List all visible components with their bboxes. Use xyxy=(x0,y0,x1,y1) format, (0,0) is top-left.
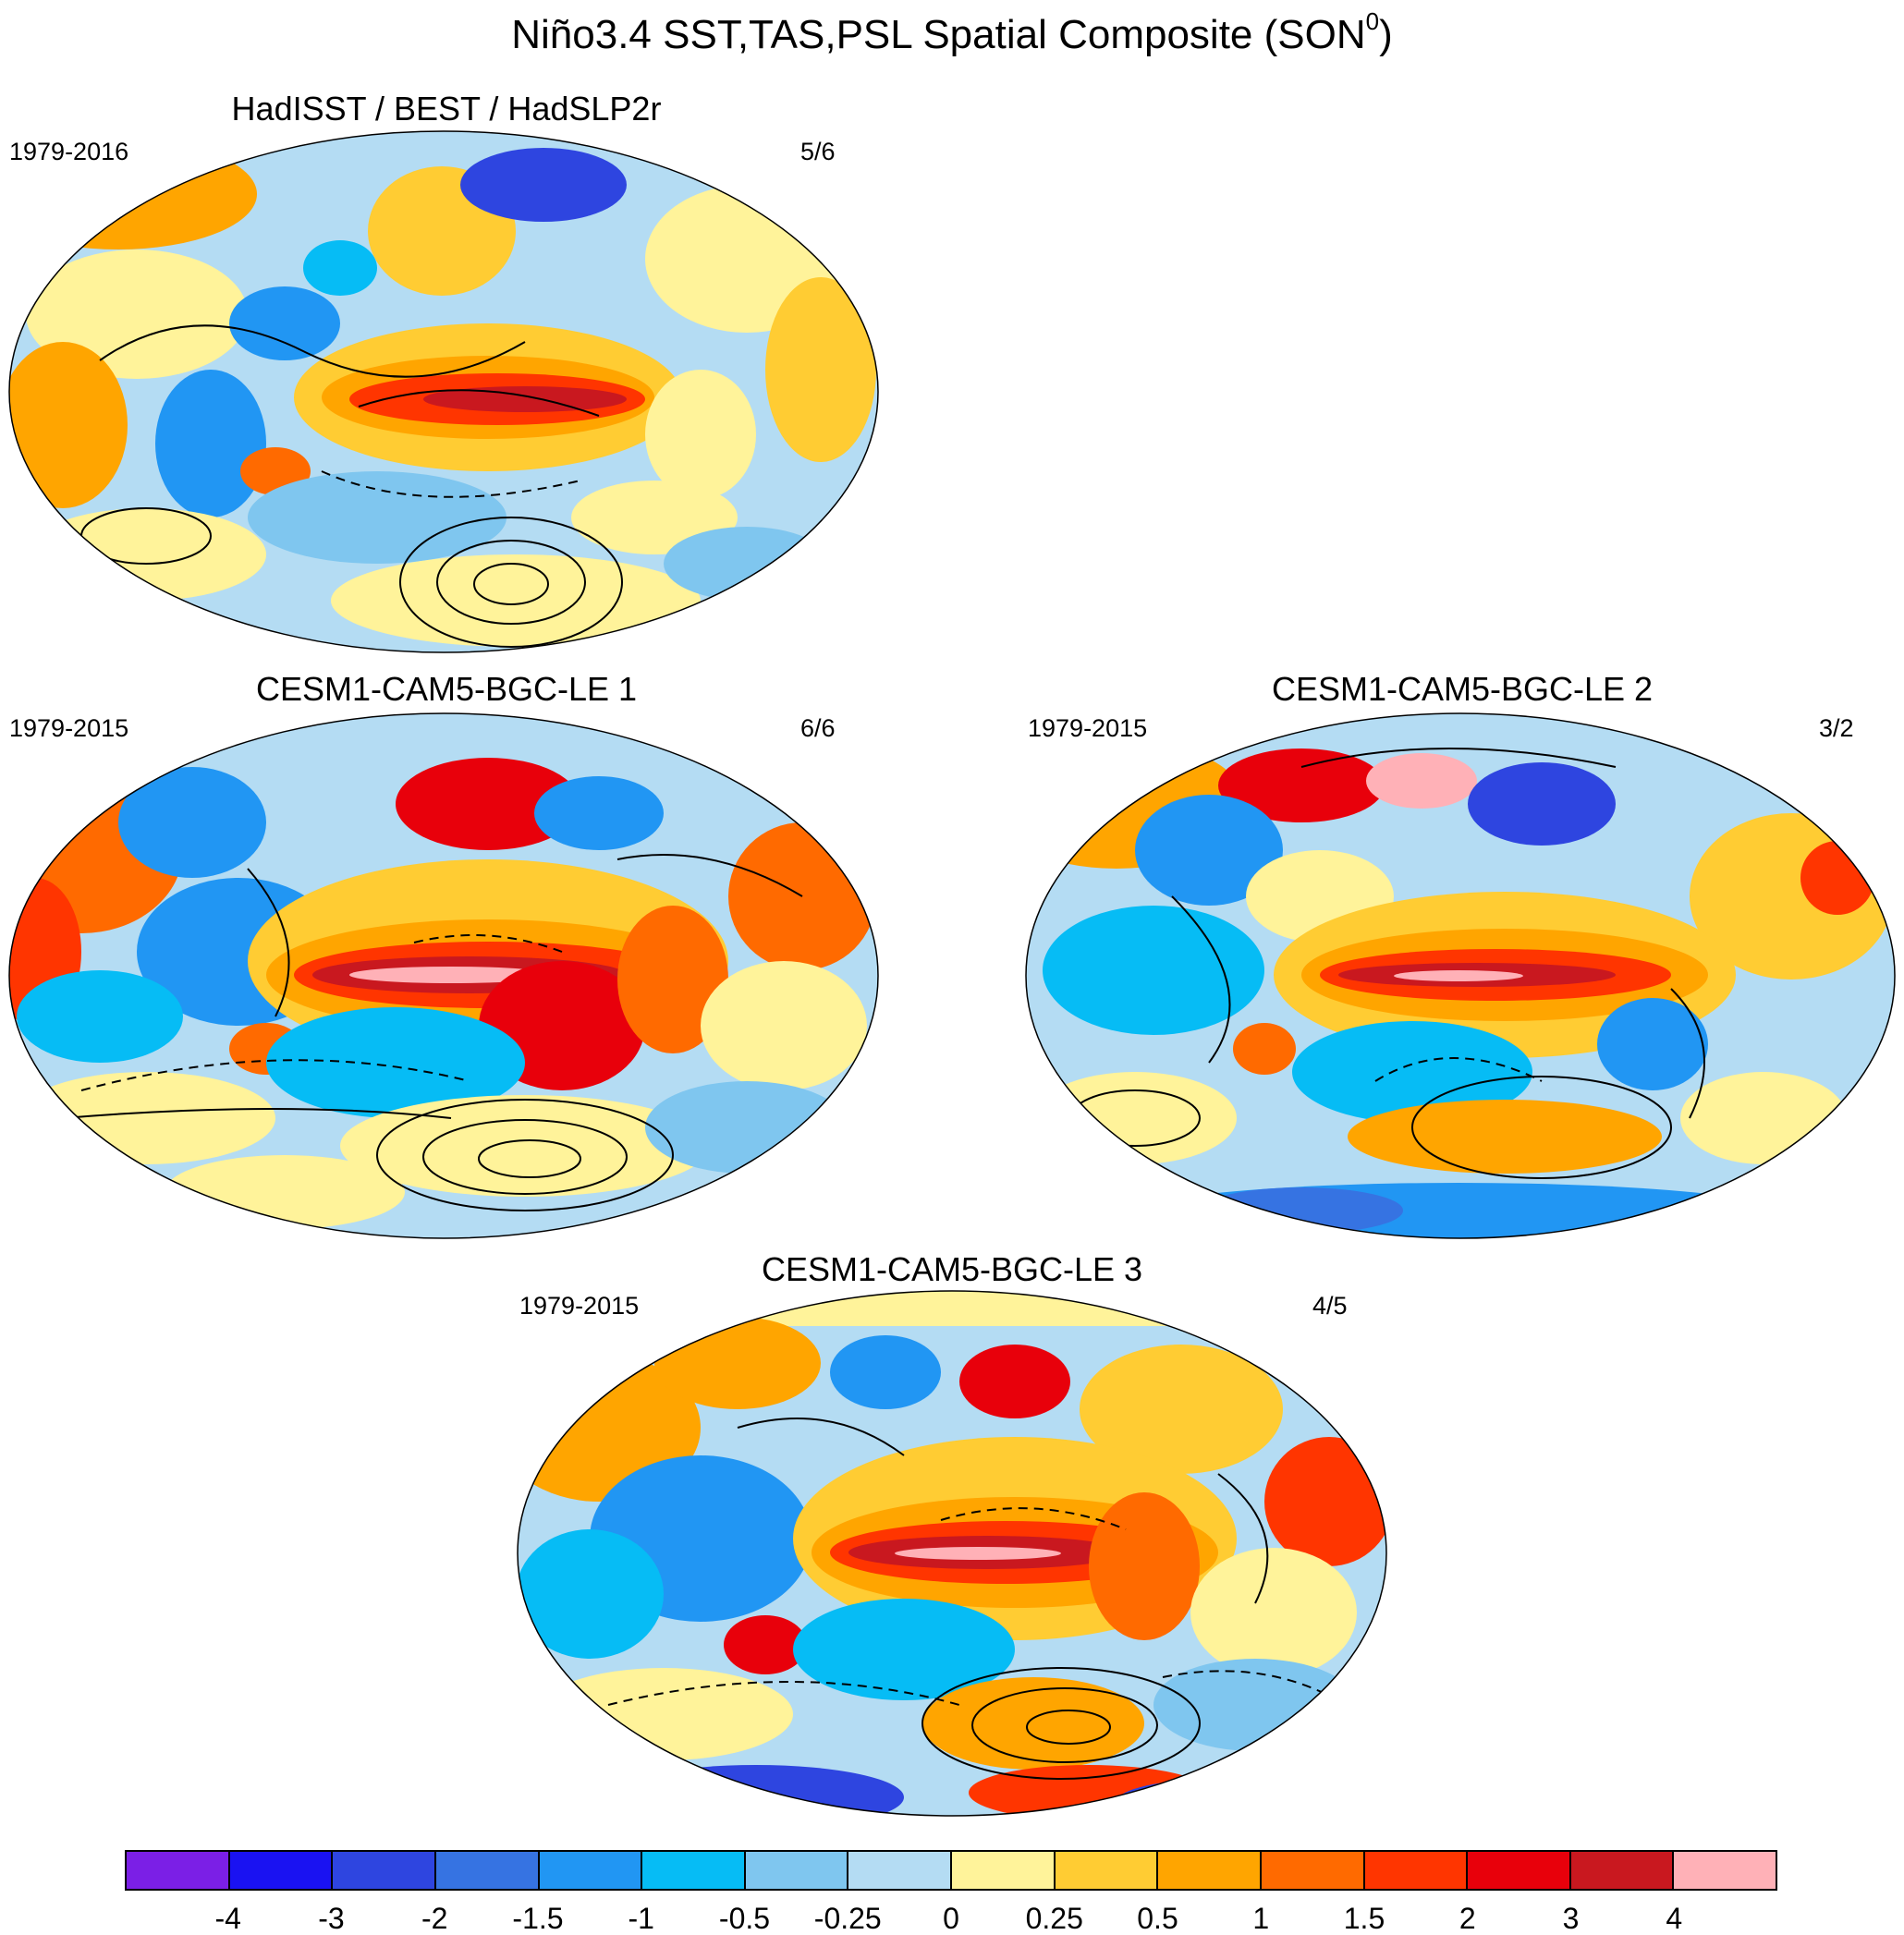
colorbar-box xyxy=(1674,1852,1776,1889)
colorbar-box xyxy=(848,1852,952,1889)
colorbar-box xyxy=(1468,1852,1571,1889)
colorbar-box xyxy=(1055,1852,1159,1889)
panel-title-le2: CESM1-CAM5-BGC-LE 2 xyxy=(1271,670,1654,708)
colorbar-box xyxy=(229,1852,334,1889)
figure-title: Niño3.4 SST,TAS,PSL Spatial Composite (S… xyxy=(511,7,1393,57)
colorbar-box xyxy=(1570,1852,1675,1889)
panel-period-le2: 1979-2015 xyxy=(1028,714,1148,742)
colorbar-box xyxy=(642,1852,746,1889)
colorbar-tick-label: 0 xyxy=(943,1902,959,1935)
panel-count-le1: 6/6 xyxy=(800,714,836,742)
colorbar-box xyxy=(127,1852,230,1889)
colorbar-box xyxy=(1158,1852,1262,1889)
colorbar-tick-label: -0.25 xyxy=(813,1902,882,1935)
panel-count-le3: 4/5 xyxy=(1312,1292,1348,1320)
panel-period-le1: 1979-2015 xyxy=(9,714,129,742)
colorbar-box xyxy=(952,1852,1056,1889)
colorbar-tick-label: 0.25 xyxy=(1025,1902,1083,1935)
colorbar-tick-label: 1 xyxy=(1252,1902,1270,1935)
colorbar-box xyxy=(745,1852,849,1889)
panel-title-le3: CESM1-CAM5-BGC-LE 3 xyxy=(761,1250,1143,1288)
colorbar-tick-label: 2 xyxy=(1459,1902,1476,1935)
colorbar-tick-label: -1.5 xyxy=(512,1902,564,1935)
panel-period-le3: 1979-2015 xyxy=(519,1292,640,1320)
panel-count-le2: 3/2 xyxy=(1819,714,1854,742)
map-le3 xyxy=(516,1289,1388,1818)
colorbar-box xyxy=(1261,1852,1365,1889)
colorbar-box xyxy=(1364,1852,1469,1889)
colorbar-box xyxy=(539,1852,643,1889)
colorbar-tick-label: -3 xyxy=(318,1902,345,1935)
colorbar-box xyxy=(333,1852,436,1889)
colorbar-tick-label: 3 xyxy=(1562,1902,1580,1935)
panel-title-le1: CESM1-CAM5-BGC-LE 1 xyxy=(255,670,638,708)
map-le1 xyxy=(7,712,880,1240)
panel-count-obs: 5/6 xyxy=(800,138,836,165)
colorbar-box xyxy=(435,1852,540,1889)
panel-title-obs: HadISST / BEST / HadSLP2r xyxy=(231,90,662,128)
colorbar-tick-label: 0.5 xyxy=(1137,1902,1178,1935)
colorbar-tick-label: -0.5 xyxy=(718,1902,771,1935)
colorbar-tick-label: -2 xyxy=(421,1902,448,1935)
map-le2 xyxy=(1024,712,1897,1240)
colorbar-tick-label: -1 xyxy=(628,1902,654,1935)
colorbar-tick-label: -4 xyxy=(214,1902,241,1935)
map-obs xyxy=(7,129,880,654)
panel-period-obs: 1979-2016 xyxy=(9,138,129,165)
colorbar xyxy=(125,1850,1777,1891)
colorbar-tick-label: 4 xyxy=(1666,1902,1683,1935)
colorbar-tick-label: 1.5 xyxy=(1343,1902,1385,1935)
